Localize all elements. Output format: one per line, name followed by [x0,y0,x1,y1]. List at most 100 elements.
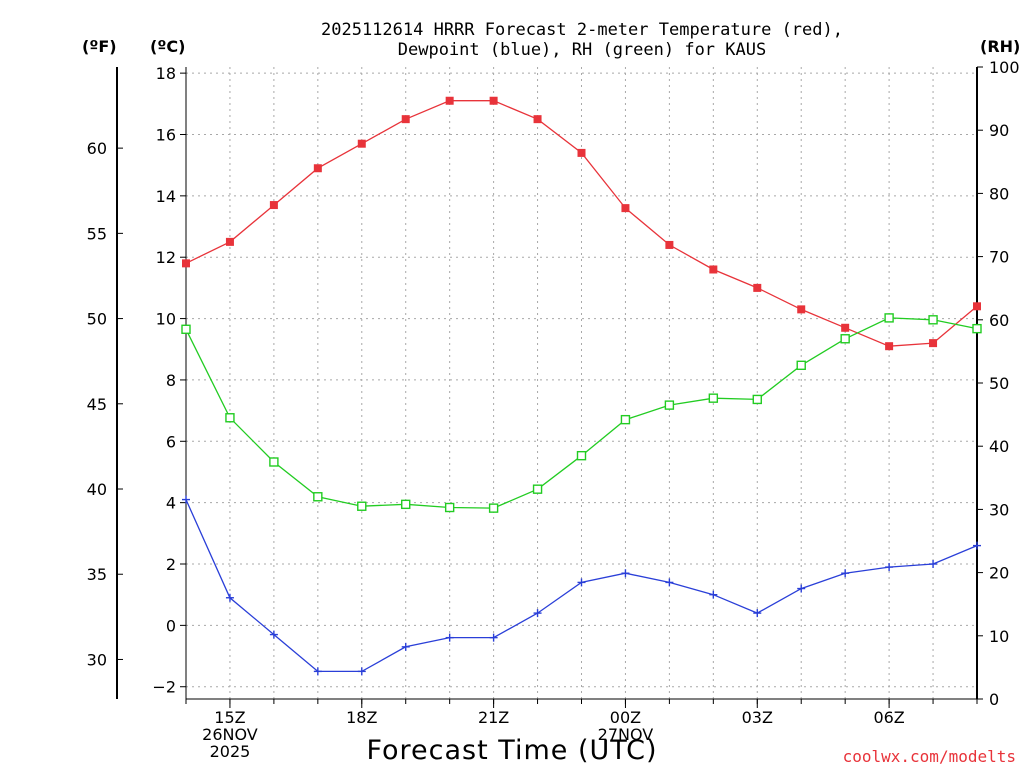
dewpoint-point [445,633,454,642]
dewpoint-point [621,569,630,578]
rh-tick-label: 80 [989,184,1009,203]
temperature-point [401,115,410,124]
x-tick-label: 21Z [478,708,509,727]
rh-point [664,400,675,410]
dewpoint-point [401,642,410,651]
celsius-tick-label: 6 [166,432,176,451]
dewpoint-point [357,667,366,676]
dewpoint-point [182,495,190,504]
rh-point [576,450,587,461]
celsius-tick-label: 10 [156,310,176,329]
rh-tick-label: 60 [989,311,1009,330]
celsius-tick-label: 4 [166,494,176,513]
dewpoint-point [841,569,850,578]
x-tick-label: 03Z [742,708,773,727]
rh-tick-label: 0 [989,690,999,709]
rh-tick-label: 10 [989,627,1009,646]
rh-point [752,394,762,405]
rh-point [401,499,411,510]
celsius-tick-label: 0 [166,616,176,635]
fahrenheit-tick-label: 35 [87,565,107,584]
temperature-point [665,240,674,249]
fahrenheit-tick-label: 60 [87,139,107,158]
temperature-point [577,148,586,157]
rh-point [708,393,719,403]
rh-point [620,414,631,425]
dewpoint-point [577,578,586,587]
temperature-point [797,305,806,314]
fahrenheit-tick-label: 55 [87,224,107,243]
temperature-point [357,139,366,148]
temperature-point [489,96,498,105]
chart-title-line1: 2025112614 HRRR Forecast 2-meter Tempera… [321,20,843,40]
dewpoint-point [885,563,894,572]
temperature-point [973,302,981,311]
rh-point [884,313,894,323]
temperature-point [269,201,278,210]
x-tick-label: 06Z [873,708,904,727]
celsius-tick-label: 14 [156,187,176,206]
rh-tick-label: 90 [989,121,1009,140]
rh-tick-label: 50 [989,374,1009,393]
x-tick-label: 15Z [214,708,245,727]
temperature-point [225,237,234,246]
rh-tick-label: 70 [989,248,1009,267]
rh-point [269,457,279,467]
dewpoint-point [269,630,278,639]
x-tick-label: 26NOV [202,725,258,744]
x-tick-label: 27NOV [598,725,654,744]
fahrenheit-tick-label: 45 [87,395,107,414]
dewpoint-point [665,578,674,587]
credit-text: coolwx.com/modelts [843,747,1016,766]
rh-point [532,484,543,494]
x-axis-label: Forecast Time (UTC) [366,735,657,766]
rh-point [444,502,455,513]
celsius-tick-label: 12 [156,248,176,267]
dewpoint-point [753,609,762,618]
rh-point [488,503,499,513]
dewpoint-point [929,560,938,569]
rh-point [972,323,982,334]
temperature-point [445,96,454,105]
temperature-point [313,164,322,173]
chart-title-line2: Dewpoint (blue), RH (green) for KAUS [398,40,766,60]
celsius-tick-label: 2 [166,555,176,574]
celsius-tick-label: 8 [166,371,176,390]
rh-point [928,315,938,325]
rh-tick-label: 40 [989,437,1009,456]
temperature-point [929,339,938,348]
dewpoint-point [709,590,718,599]
rh-line [185,317,978,509]
celsius-unit-label: (ºC) [150,37,185,56]
celsius-tick-label: 16 [156,125,176,144]
rh-point [225,413,235,423]
rh-point [796,360,806,371]
temperature-point [533,115,542,124]
rh-tick-label: 20 [989,564,1009,583]
celsius-tick-label: −2 [152,678,176,697]
dewpoint-point [533,609,542,618]
x-tick-label: 00Z [610,708,641,727]
dewpoint-point [225,593,234,602]
temperature-point [621,204,630,213]
x-tick-label: 18Z [346,708,377,727]
x-tick-label: 2025 [210,742,251,761]
dewpoint-point [489,633,498,642]
grid-layer [186,67,977,699]
rh-point [840,334,850,344]
temperature-point [709,265,718,274]
dewpoint-point [973,541,981,550]
fahrenheit-tick-label: 50 [87,310,107,329]
rh-tick-label: 100 [989,58,1020,77]
temperature-point [841,323,850,332]
temperature-point [885,342,894,351]
fahrenheit-unit-label: (ºF) [82,37,117,56]
temperature-point [182,259,190,268]
dewpoint-point [313,667,322,676]
temperature-point [753,283,762,292]
fahrenheit-tick-label: 30 [87,650,107,669]
rh-point [357,501,367,511]
rh-unit-label: (RH) [980,37,1020,56]
rh-point [313,492,323,502]
